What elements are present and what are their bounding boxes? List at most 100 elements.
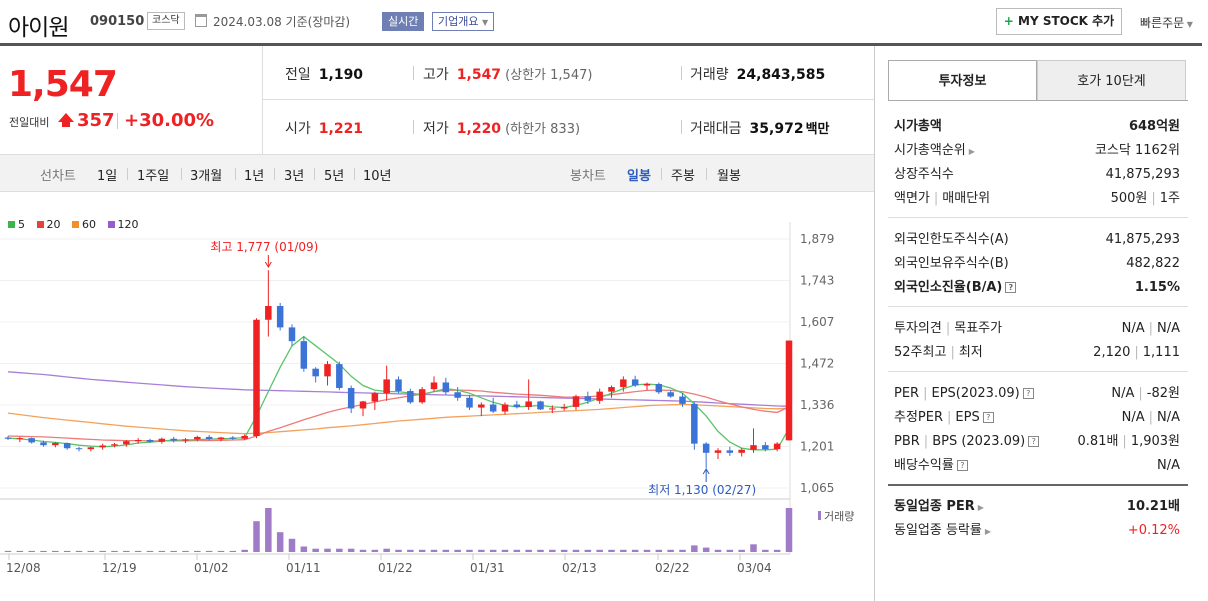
tab-10y[interactable]: 10년 (363, 169, 392, 184)
panel-divider (874, 46, 875, 601)
divider: | (933, 191, 939, 206)
chevron-right-icon: ▶ (984, 527, 992, 536)
legend-ma5: 5 (8, 218, 25, 231)
info-value-text: 2,120 (1093, 345, 1131, 360)
info-label-text: 외국인소진율(B/A) (894, 280, 1003, 295)
volume-bar (549, 549, 556, 552)
prev-close: 전일 1,190 (285, 64, 363, 84)
tab-monthly[interactable]: 월봉 (717, 169, 741, 184)
info-value: 41,875,293 (1106, 163, 1180, 187)
volume-bar (217, 550, 225, 552)
chart-legend: 5 20 60 120 (8, 218, 147, 231)
calendar-icon (195, 14, 207, 27)
info-value-text-2: 1,903원 (1130, 434, 1180, 449)
x-tick-label: 02/22 (655, 561, 690, 575)
candle-body (241, 435, 248, 439)
info-label-text: 52주최고 (894, 345, 947, 360)
info-label: 추정PER | EPS? (894, 406, 994, 430)
up-arrow-icon (58, 113, 74, 122)
y-tick-label: 1,065 (800, 481, 834, 495)
tab-5y[interactable]: 5년 (324, 169, 345, 184)
info-value: 648억원 (1129, 115, 1180, 139)
low-label: 저가 (423, 121, 449, 137)
info-label: 상장주식수 (894, 163, 954, 187)
company-overview-button[interactable]: 기업개요 ▼ (432, 12, 495, 31)
legend-label: 5 (18, 218, 25, 231)
stock-code: 090150 (90, 14, 145, 29)
candle-body (288, 327, 296, 342)
up-arrow-stem-icon (62, 121, 70, 127)
info-label: 외국인소진율(B/A)? (894, 276, 1017, 300)
info-row[interactable]: 시가총액순위 ▶ 코스닥 1162위 (894, 139, 1180, 163)
chart-tabs: 선차트 1일 1주일 3개월 1년 3년 5년 10년 봉차트 일봉 주봉 월봉 (0, 154, 874, 192)
help-icon[interactable]: ? (1028, 436, 1040, 447)
tab-3y[interactable]: 3년 (284, 169, 305, 184)
candle-body (265, 305, 272, 320)
tab-underline (888, 100, 1188, 101)
candle-body (312, 368, 319, 377)
volume-bar (241, 549, 248, 552)
plus-icon: + (1003, 14, 1014, 28)
candle-body (679, 396, 686, 404)
high-price: 고가 1,547 (상한가 1,547) (423, 64, 592, 84)
candle-body (738, 449, 745, 453)
info-value: 10.21배 (1127, 495, 1180, 519)
quick-order-button[interactable]: 빠른주문 ▼ (1140, 14, 1193, 31)
candle-body (430, 382, 438, 390)
volume-bar (276, 532, 284, 552)
volume-bar (288, 538, 296, 552)
info-value-text: N/A (1121, 410, 1145, 425)
candle-body (170, 438, 177, 441)
candle-body (608, 387, 615, 392)
volume-bar (773, 549, 781, 552)
low-price: 저가 1,220 (하한가 833) (423, 118, 580, 138)
upper-limit: (상한가 1,547) (505, 68, 593, 83)
tab-3m[interactable]: 3개월 (190, 169, 223, 184)
tab-weekly[interactable]: 주봉 (671, 169, 695, 184)
info-label-text-2: 매매단위 (942, 191, 991, 206)
tab-investment-info[interactable]: 투자정보 (888, 60, 1037, 101)
candle-body (347, 387, 355, 409)
tab-orderbook-10[interactable]: 호가 10단계 (1037, 60, 1186, 101)
realtime-button[interactable]: 실시간 (382, 12, 425, 31)
tab-1d[interactable]: 1일 (97, 169, 118, 184)
help-icon[interactable]: ? (1022, 388, 1034, 399)
candle-body (253, 319, 260, 436)
volume-bar (785, 508, 793, 552)
info-value: N/A | N/A (1122, 317, 1180, 341)
info-value-text: 41,875,293 (1105, 232, 1180, 247)
volume-bar (726, 549, 734, 552)
volume-bar (572, 549, 580, 552)
volume-bar (489, 549, 497, 552)
info-row[interactable]: 동일업종 PER ▶ 10.21배 (894, 495, 1180, 519)
candle-body (194, 436, 201, 440)
x-tick-label: 02/13 (562, 561, 597, 575)
help-icon[interactable]: ? (1005, 282, 1017, 293)
help-icon[interactable]: ? (956, 460, 968, 471)
chevron-right-icon: ▶ (968, 147, 975, 156)
candle-body (63, 443, 71, 449)
info-label-text: 동일업종 PER (894, 499, 975, 514)
volume-bar (643, 549, 651, 552)
candle-body (146, 439, 154, 442)
add-my-stock-button[interactable]: + MY STOCK 추가 (996, 8, 1122, 35)
help-icon[interactable]: ? (982, 412, 994, 423)
open-value: 1,221 (318, 121, 364, 137)
tab-1y[interactable]: 1년 (244, 169, 265, 184)
tab-1w[interactable]: 1주일 (137, 169, 170, 184)
price-chart[interactable]: 거래량 1,8791,7431,6071,4721,3361,2011,065 … (0, 192, 874, 601)
volume-bar (584, 549, 592, 552)
chevron-down-icon: ▼ (1184, 20, 1193, 29)
volume-bar (395, 549, 402, 552)
info-value-text: 10.21배 (1126, 499, 1180, 514)
volume-bar (359, 549, 367, 552)
volume-bar (158, 550, 166, 552)
candle-body (489, 404, 497, 412)
x-tick-label: 01/02 (194, 561, 229, 575)
tab-daily[interactable]: 일봉 (627, 169, 651, 184)
divider (354, 168, 355, 180)
info-row[interactable]: 동일업종 등락률 ▶ +0.12% (894, 519, 1180, 543)
volume-bar (205, 550, 213, 552)
candle-body (631, 379, 639, 386)
info-row: PER | EPS(2023.09)? N/A | -82원 (894, 382, 1180, 406)
